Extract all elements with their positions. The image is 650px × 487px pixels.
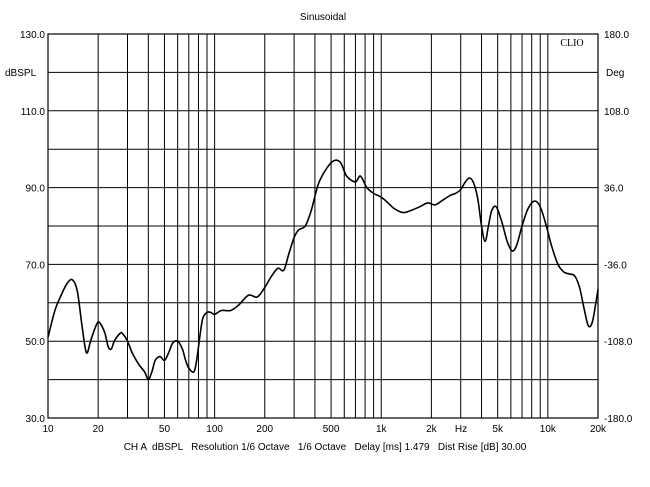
measurement-settings: CH A dBSPL Resolution 1/6 Octave 1/6 Oct… — [123, 442, 527, 453]
y2-tick-label: 36.0 — [604, 184, 624, 195]
y-tick-label: 30.0 — [26, 414, 46, 425]
right-axis-unit: Deg — [606, 68, 624, 79]
x-tick-label: 200 — [256, 424, 273, 435]
y-tick-labels: 130.0 110.0 90.0 70.0 50.0 30.0 — [20, 30, 45, 425]
x-tick-label: 2k — [426, 424, 438, 435]
x-tick-label: 5k — [492, 424, 504, 435]
left-axis-unit: dBSPL — [5, 68, 37, 79]
x-tick-label: 10k — [540, 424, 557, 435]
plot-frame — [47, 33, 599, 419]
y-tick-label: 130.0 — [20, 30, 45, 41]
y-tick-label: 50.0 — [26, 337, 46, 348]
y2-tick-label: 108.0 — [604, 107, 629, 118]
y-tick-label: 110.0 — [21, 107, 46, 118]
y2-tick-labels: 180.0 108.0 36.0 -36.0 -108.0 -180.0 — [604, 30, 633, 425]
x-tick-label: 10 — [42, 424, 54, 435]
y2-tick-label: -180.0 — [604, 414, 633, 425]
y2-tick-label: 180.0 — [604, 30, 629, 41]
chart-title: Sinusoidal — [300, 12, 346, 23]
y2-tick-label: -108.0 — [604, 337, 633, 348]
x-tick-label: 50 — [159, 424, 171, 435]
x-tick-labels: 10 20 50 100 200 500 1k 2k 5k 10k 20k — [42, 424, 607, 435]
x-axis-unit: Hz — [455, 424, 467, 435]
y-tick-label: 70.0 — [26, 260, 46, 271]
y2-tick-label: -36.0 — [604, 260, 627, 271]
y-tick-label: 90.0 — [26, 184, 46, 195]
x-tick-label: 20k — [590, 424, 607, 435]
x-tick-label: 1k — [376, 424, 388, 435]
spl-curve — [47, 159, 599, 381]
x-tick-label: 100 — [206, 424, 223, 435]
x-tick-label: 20 — [93, 424, 105, 435]
brand-label: CLIO — [560, 38, 583, 49]
x-tick-label: 500 — [323, 424, 340, 435]
